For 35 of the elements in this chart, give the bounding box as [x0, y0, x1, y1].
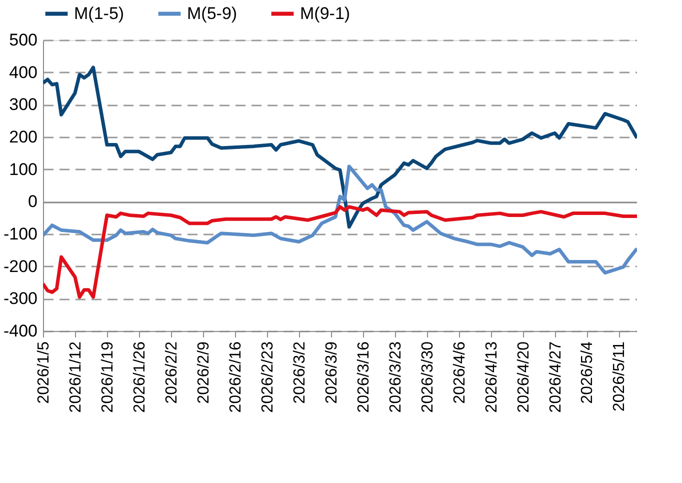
x-tick-label: 2026/4/27 [547, 341, 564, 413]
x-tick-label: 2026/4/6 [451, 341, 468, 404]
x-tick-label: 2026/2/2 [163, 341, 180, 404]
x-tick-label: 2026/3/9 [323, 341, 340, 404]
x-tick-label: 2026/1/19 [99, 341, 116, 413]
x-tick-label: 2026/3/2 [291, 341, 308, 404]
x-tick-label: 2026/2/9 [195, 341, 212, 404]
legend-label: M(1-5) [74, 4, 124, 23]
x-tick-label: 2026/2/23 [259, 341, 276, 413]
x-tick-label: 2026/3/23 [387, 341, 404, 413]
x-tick-label: 2026/1/12 [67, 341, 84, 413]
y-tick-label: -400 [3, 322, 38, 340]
y-tick-label: -100 [3, 224, 38, 244]
x-tick-label: 2026/2/16 [227, 341, 244, 413]
line-series [43, 205, 637, 299]
y-tick-label: -200 [3, 256, 38, 276]
x-tick-label: 2026/1/26 [131, 341, 148, 413]
y-tick-label: 300 [9, 95, 38, 114]
legend-label: M(5-9) [187, 4, 238, 23]
y-tick-label: 0 [28, 192, 38, 212]
y-tick-label: 400 [9, 62, 38, 82]
x-tick-label: 2026/1/5 [36, 341, 52, 404]
x-tick-label: 2026/3/30 [419, 341, 436, 413]
line-series [43, 66, 637, 229]
x-tick-label: 2026/5/4 [579, 341, 596, 404]
x-tick-label: 2026/4/13 [483, 341, 500, 413]
x-tick-label: 2026/4/20 [515, 341, 532, 413]
y-tick-label: 100 [9, 160, 38, 179]
line-series [43, 164, 637, 275]
y-tick-label: -300 [3, 289, 38, 308]
x-tick-label: 2026/3/16 [355, 341, 372, 413]
x-tick-label: 2026/5/11 [611, 341, 628, 412]
y-tick-label: 200 [9, 128, 38, 146]
y-tick-label: 500 [9, 30, 38, 50]
legend-label: M(9-1) [300, 4, 350, 23]
